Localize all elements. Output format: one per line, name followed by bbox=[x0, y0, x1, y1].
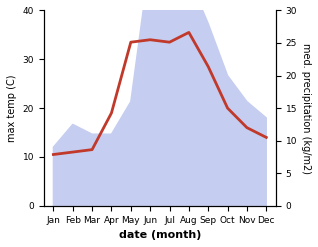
Y-axis label: max temp (C): max temp (C) bbox=[7, 74, 17, 142]
Y-axis label: med. precipitation (kg/m2): med. precipitation (kg/m2) bbox=[301, 43, 311, 174]
X-axis label: date (month): date (month) bbox=[119, 230, 201, 240]
